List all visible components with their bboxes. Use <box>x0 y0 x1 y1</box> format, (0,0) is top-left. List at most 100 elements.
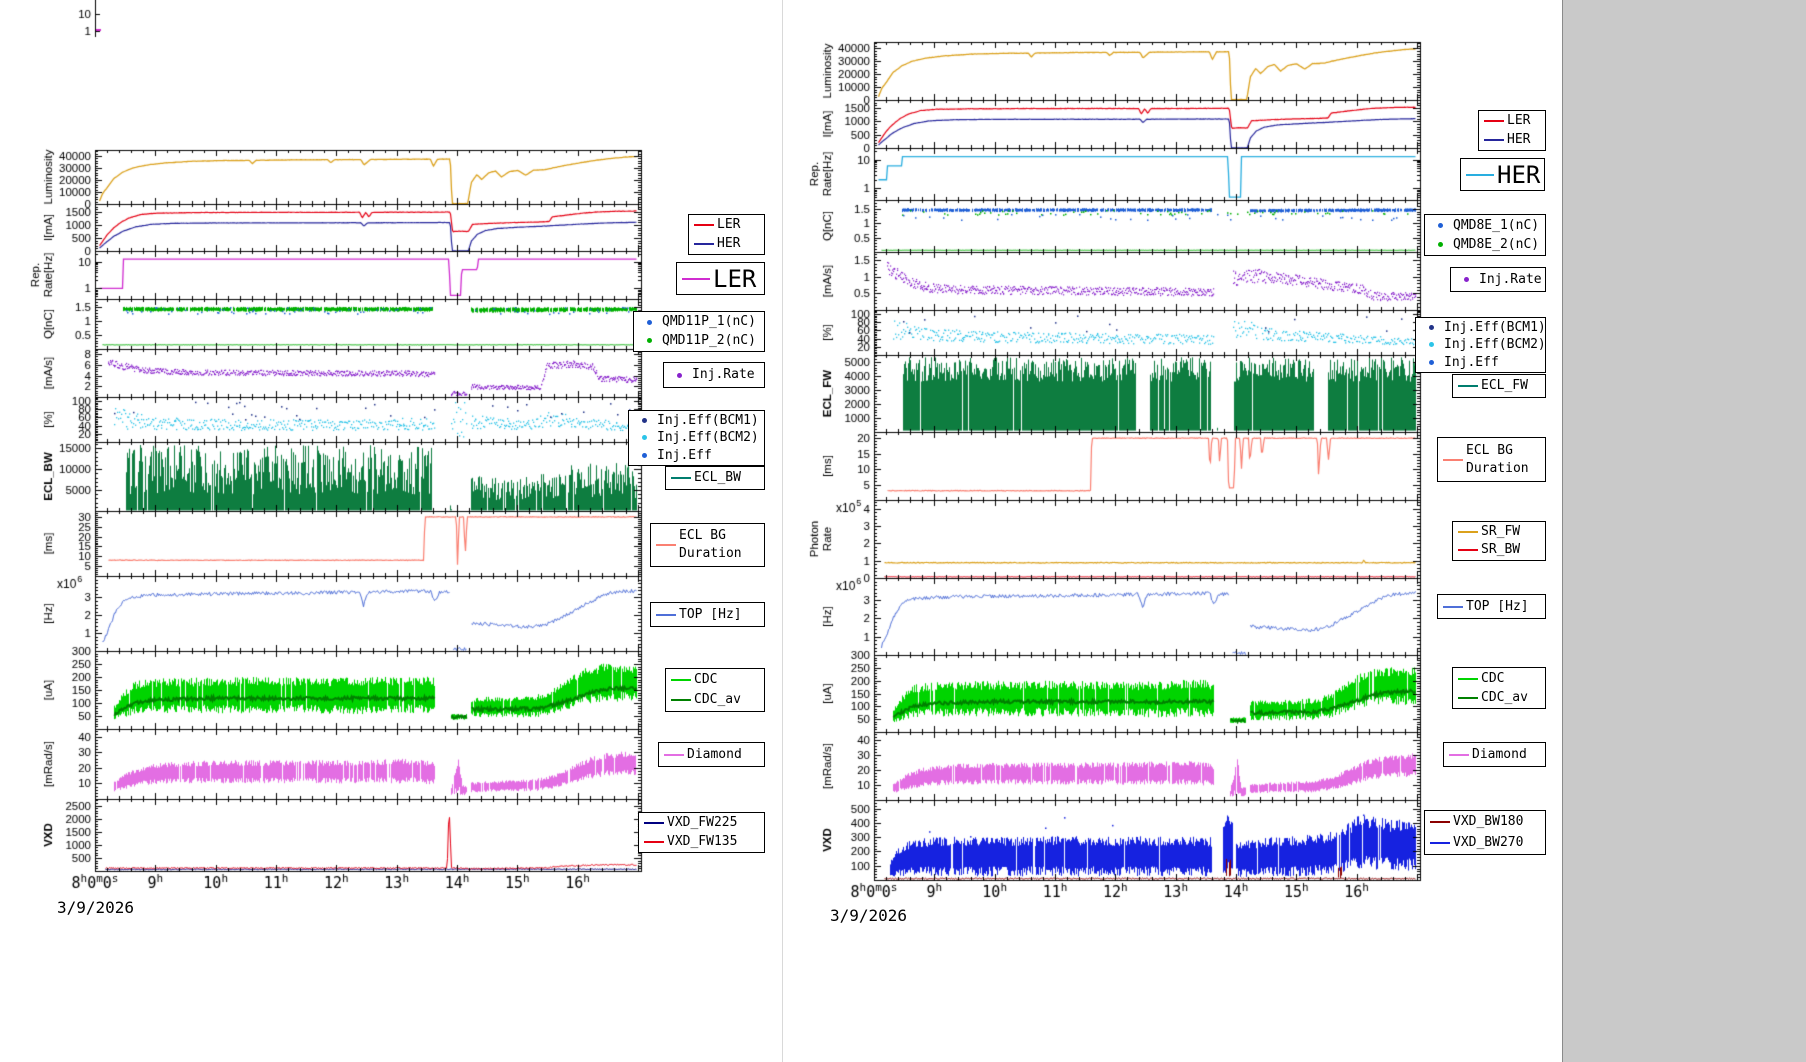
legend-ecl-bg-left: ECL BG Duration <box>650 523 765 567</box>
marker-dot-icon <box>1427 223 1453 228</box>
legend-label: TOP [Hz] <box>679 606 742 622</box>
legend-entry: Inj.Rate <box>666 364 764 386</box>
legend-ecl-bg-right: ECL BG Duration <box>1437 437 1546 482</box>
legend-entry: QMD8E_1(nC) <box>1427 216 1545 235</box>
legend-label: LER <box>717 217 741 233</box>
legend-label: VXD_BW270 <box>1453 834 1524 850</box>
marker-dot-icon <box>666 372 692 378</box>
legend-entry: Inj.Eff <box>1418 354 1545 371</box>
legend-inj-eff-left: Inj.Eff(BCM1) Inj.Eff(BCM2) Inj.Eff <box>628 410 765 466</box>
legend-entry: Inj.Eff(BCM2) <box>1418 336 1546 353</box>
legend-label: CDC_av <box>694 692 741 708</box>
legend-top-right: TOP [Hz] <box>1437 594 1546 619</box>
line-sample-icon <box>1455 385 1481 387</box>
line-sample-icon <box>691 224 717 227</box>
legend-entry: TOP [Hz] <box>1440 596 1545 617</box>
legend-qmd-right: QMD8E_1(nC) QMD8E_2(nC) <box>1424 214 1546 256</box>
line-sample-icon <box>668 477 694 479</box>
legend-label: Inj.Eff(BCM1) <box>657 412 759 428</box>
legend-entry: Inj.Eff(BCM1) <box>1418 319 1546 336</box>
legend-inj-rate-right: Inj.Rate <box>1450 267 1546 292</box>
line-sample-icon <box>1455 696 1481 699</box>
marker-dot-icon <box>631 452 657 458</box>
legend-entry: Inj.Rate <box>1453 269 1545 290</box>
legend-label: CDC <box>694 672 718 688</box>
marker-dot-icon <box>1418 359 1444 365</box>
line-sample-icon <box>1481 120 1507 123</box>
legend-label: Diamond <box>687 746 742 762</box>
legend-entry: CDC_av <box>668 690 764 710</box>
legend-entry: VXD_BW270 <box>1427 833 1545 854</box>
legend-entry: SR_FW <box>1455 523 1545 541</box>
legend-vxd-right: VXD_BW180 VXD_BW270 <box>1424 810 1546 855</box>
marker-dot-icon <box>631 435 657 441</box>
line-sample-icon <box>1427 821 1453 824</box>
legend-label: ECL_BW <box>694 470 741 486</box>
legend-label: LER <box>1507 113 1531 129</box>
legend-label: Inj.Eff(BCM2) <box>1444 337 1546 353</box>
legend-label: VXD_FW135 <box>667 833 738 849</box>
legend-label: VXD_FW225 <box>667 815 738 831</box>
legend-entry: VXD_FW225 <box>641 814 764 833</box>
line-sample-icon <box>641 822 667 825</box>
legend-entry: CDC <box>1455 669 1545 688</box>
legend-beam-right: LER HER <box>1478 110 1546 151</box>
legend-label: Inj.Eff <box>1444 354 1499 370</box>
legend-entry: Diamond <box>1446 744 1545 765</box>
legend-diamond-right: Diamond <box>1443 742 1546 767</box>
marker-dot-icon <box>1453 277 1479 282</box>
legend-label: QMD11P_1(nC) <box>662 314 756 330</box>
legend-entry: CDC <box>668 670 764 690</box>
line-sample-icon <box>1446 753 1472 756</box>
legend-entry: VXD_FW135 <box>641 833 764 852</box>
panel-divider <box>782 0 783 1062</box>
legend-label: SR_BW <box>1481 542 1521 558</box>
line-sample-icon <box>653 613 679 616</box>
legend-label: Inj.Eff(BCM2) <box>657 430 759 446</box>
legend-label: VXD_BW180 <box>1453 814 1524 830</box>
line-sample-icon <box>641 840 667 843</box>
legend-label: QMD8E_1(nC) <box>1453 217 1540 233</box>
legend-label: HER <box>717 235 741 251</box>
legend-entry: TOP [Hz] <box>653 604 764 625</box>
legend-entry: Inj.Eff(BCM2) <box>631 429 764 446</box>
legend-label: Diamond <box>1472 746 1527 762</box>
legend-ecl-right: ECL_FW <box>1452 374 1546 398</box>
legend-label: TOP [Hz] <box>1466 598 1529 614</box>
legend-entry: VXD_BW180 <box>1427 812 1545 833</box>
legend-qmd-left: QMD11P_1(nC) QMD11P_2(nC) <box>633 311 765 352</box>
marker-dot-icon <box>631 418 657 424</box>
legend-entry: ECL_FW <box>1455 376 1545 396</box>
legend-entry: Diamond <box>661 744 764 765</box>
legend-entry: Inj.Eff <box>631 447 764 464</box>
legend-ecl-left: ECL_BW <box>665 466 765 490</box>
legend-label: CDC <box>1481 670 1505 686</box>
line-sample-icon <box>653 544 679 546</box>
line-sample-icon <box>1481 138 1507 141</box>
legend-cdc-left: CDC CDC_av <box>665 668 765 712</box>
legend-entry: Inj.Eff(BCM1) <box>631 412 764 429</box>
legend-sr-right: SR_FW SR_BW <box>1452 521 1546 561</box>
line-sample-icon <box>1440 458 1466 461</box>
legend-entry: QMD11P_2(nC) <box>636 332 764 351</box>
legend-vxd-left: VXD_FW225 VXD_FW135 <box>638 812 765 853</box>
legend-entry: HER <box>691 235 764 254</box>
legend-label: Inj.Eff(BCM1) <box>1444 319 1546 335</box>
legend-entry: LER <box>1481 112 1545 131</box>
marker-dot-icon <box>636 338 662 344</box>
legend-top-left: TOP [Hz] <box>650 602 765 627</box>
legend-entry: SR_BW <box>1455 541 1545 559</box>
legend-label: HER <box>1507 131 1531 147</box>
line-sample-icon <box>1427 841 1453 844</box>
line-sample-icon <box>1440 605 1466 608</box>
legend-entry: LER <box>691 216 764 235</box>
legend-label: QMD8E_2(nC) <box>1453 236 1540 252</box>
legend-entry: ECL BG Duration <box>1440 439 1545 480</box>
marker-dot-icon <box>1418 342 1444 348</box>
marker-dot-icon <box>1427 242 1453 247</box>
legend-entry: QMD11P_1(nC) <box>636 313 764 332</box>
window-background-strip <box>1562 0 1806 1062</box>
line-sample-icon <box>668 699 694 701</box>
legend-label: Inj.Rate <box>692 367 755 383</box>
